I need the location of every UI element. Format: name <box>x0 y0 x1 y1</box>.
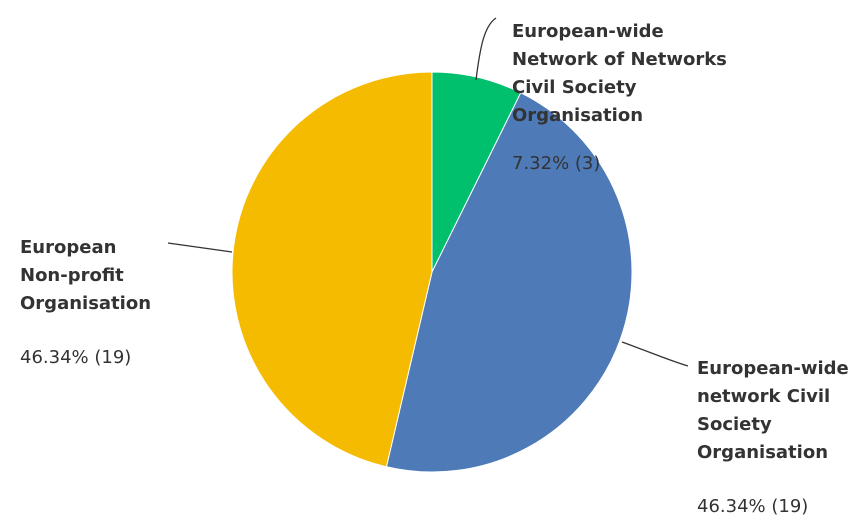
leader-line-non-profit <box>167 242 233 253</box>
slice-network-civil-society <box>385 92 633 473</box>
slice-label-line: Organisation <box>512 105 644 126</box>
slice-label-non-profit: European Non-profit Organisation 46.34% … <box>20 234 151 372</box>
slice-label-line: Society <box>697 414 772 435</box>
leader-line-network-of-networks <box>475 17 497 81</box>
slice-label-line: European-wide <box>512 21 664 42</box>
slice-label-network-of-networks: European-wide Network of Networks Civil … <box>512 18 727 178</box>
slice-label-line: Non-profit <box>20 265 124 286</box>
slice-label-line: network Civil <box>697 386 831 407</box>
slice-label-line: Organisation <box>697 442 829 463</box>
slice-label-line: European-wide <box>697 358 849 379</box>
slice-label-line: Civil Society <box>512 77 637 98</box>
slice-non-profit <box>231 71 433 468</box>
slice-value-label: 46.34% (19) <box>20 347 132 368</box>
slice-label-line: Organisation <box>20 293 152 314</box>
slice-label-line: Network of Networks <box>512 49 727 70</box>
slice-label-line: European <box>20 237 117 258</box>
leader-line-network-civil-society <box>621 341 689 367</box>
slice-value-label: 46.34% (19) <box>697 496 809 517</box>
slice-label-network-civil-society: European-wide network Civil Society Orga… <box>697 355 849 521</box>
slice-value-label: 7.32% (3) <box>512 153 601 174</box>
